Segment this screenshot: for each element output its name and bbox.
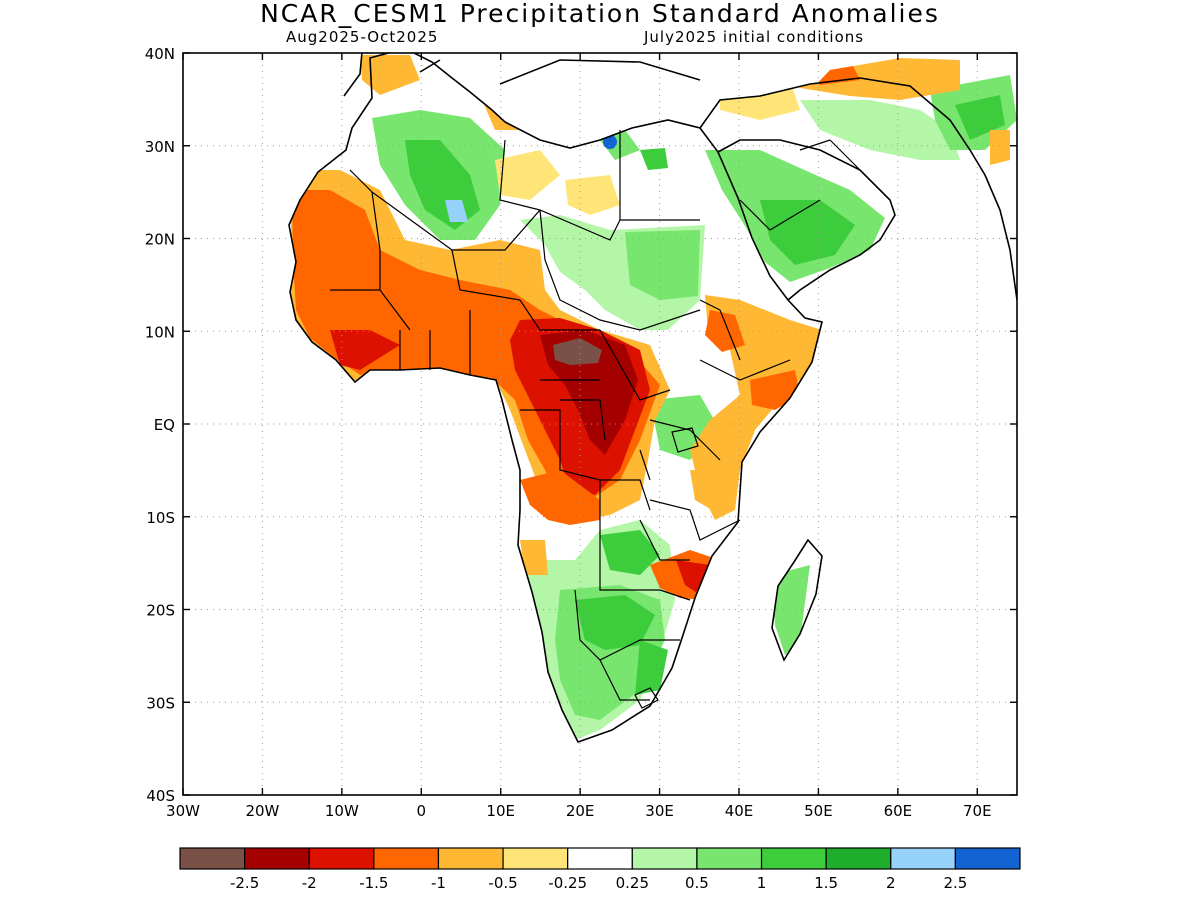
colorbar-bin bbox=[179, 847, 246, 870]
y-tick-label: 20S bbox=[146, 602, 175, 620]
y-tick-label: 30N bbox=[145, 138, 175, 156]
colorbar-bin bbox=[760, 847, 827, 870]
x-tick-label: 0 bbox=[417, 802, 427, 820]
region-horn-of-africa-dry bbox=[690, 295, 822, 520]
region-car-extreme-dry bbox=[553, 338, 602, 365]
colorbar-label: 2 bbox=[886, 874, 896, 892]
lesotho-border bbox=[634, 687, 659, 709]
colorbar-bin bbox=[373, 847, 440, 870]
colorbar-bin bbox=[890, 847, 956, 870]
y-tick-label: 40N bbox=[145, 45, 175, 63]
colorbar-label: 1.5 bbox=[814, 874, 838, 892]
asia-coastline bbox=[699, 77, 1017, 301]
y-tick-label: 10N bbox=[145, 323, 175, 341]
colorbar-bin bbox=[567, 847, 633, 870]
colorbar-label: 2.5 bbox=[943, 874, 967, 892]
x-tick-label: 70E bbox=[963, 802, 992, 820]
x-tick-label: 20E bbox=[566, 802, 595, 820]
x-tick-label: 50E bbox=[804, 802, 833, 820]
africa-coastline bbox=[288, 53, 823, 743]
x-tick-label: 30W bbox=[166, 802, 200, 820]
x-tick-label: 60E bbox=[884, 802, 913, 820]
initial-conditions-label: July2025 initial conditions bbox=[644, 28, 865, 46]
country-borders bbox=[330, 130, 861, 701]
colorbar-label: -1 bbox=[431, 874, 446, 892]
colorbar-label: -0.5 bbox=[488, 874, 517, 892]
mediterranean-north-coast bbox=[343, 53, 701, 97]
colorbar-bin bbox=[502, 847, 569, 870]
y-tick-label: 20N bbox=[145, 231, 175, 249]
colorbar-label: -0.25 bbox=[548, 874, 587, 892]
gridlines bbox=[183, 53, 1017, 795]
colorbar-label: 1 bbox=[757, 874, 767, 892]
chart-title: NCAR_CESM1 Precipitation Standard Anomal… bbox=[260, 0, 940, 28]
y-tick-label: EQ bbox=[154, 416, 175, 434]
arabia-coastline bbox=[717, 139, 896, 301]
x-tick-label: 10W bbox=[325, 802, 359, 820]
colorbar-bin bbox=[244, 847, 310, 870]
colorbar-bin bbox=[631, 847, 698, 870]
x-axis: 30W 20W 10W 0 10E 20E 30E 40E 50E 60E 70E bbox=[166, 53, 992, 820]
madagascar-coastline bbox=[771, 538, 823, 662]
colorbar-bin bbox=[954, 847, 1021, 870]
y-tick-label: 10S bbox=[146, 509, 175, 527]
colorbar-label: -1.5 bbox=[359, 874, 388, 892]
colorbar-label: -2 bbox=[302, 874, 317, 892]
colorbar-label: 0.5 bbox=[685, 874, 709, 892]
colorbar-label: -2.5 bbox=[230, 874, 259, 892]
colorbar-bin bbox=[696, 847, 763, 870]
colorbar-bin bbox=[308, 847, 375, 870]
y-tick-label: 30S bbox=[146, 694, 175, 712]
y-axis: 40N 30N 20N 10N EQ 10S 20S 30S 40S bbox=[145, 45, 1017, 805]
x-tick-label: 10E bbox=[486, 802, 515, 820]
colorbar-label: 0.25 bbox=[616, 874, 649, 892]
colorbar-bin bbox=[825, 847, 892, 870]
y-tick-label: 40S bbox=[146, 787, 175, 805]
x-tick-label: 20W bbox=[245, 802, 279, 820]
x-tick-label: 30E bbox=[645, 802, 674, 820]
coastlines bbox=[288, 53, 1017, 743]
colorbar-bin bbox=[437, 847, 504, 870]
x-tick-label: 40E bbox=[725, 802, 754, 820]
lake-victoria bbox=[671, 427, 699, 453]
forecast-period: Aug2025-Oct2025 bbox=[286, 28, 439, 46]
colorbar: -2.5 -2 -1.5 -1 -0.5 -0.25 0.25 0.5 1 1.5 2 2.5 bbox=[179, 847, 1021, 892]
